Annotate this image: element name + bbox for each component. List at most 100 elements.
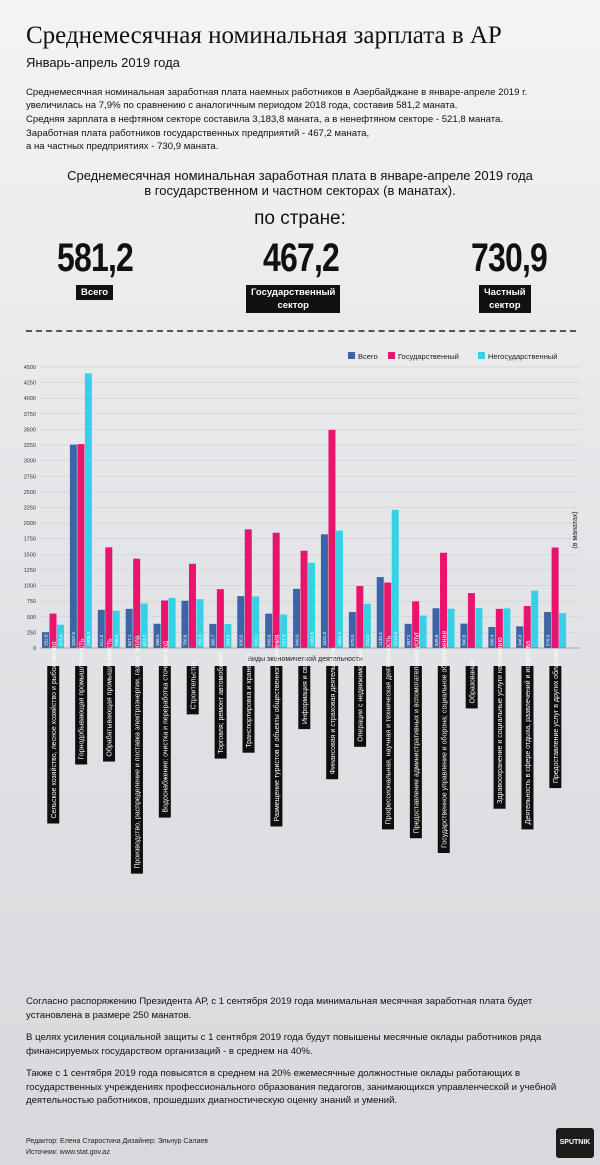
data-label: 1135.3 bbox=[378, 632, 383, 646]
credits: Редактор: Елена Старостина Дизайнер: Эль… bbox=[26, 1136, 208, 1158]
bar bbox=[181, 600, 189, 648]
summary-title: Среднемесячная номинальная заработная пл… bbox=[0, 168, 600, 198]
bar bbox=[363, 603, 371, 648]
legend-label: Государственный bbox=[398, 352, 459, 361]
sputnik-logo: SPUTNIK bbox=[556, 1128, 594, 1158]
state-label-line1: Государственный bbox=[251, 287, 336, 298]
bar bbox=[335, 530, 343, 648]
x-tick-label: Здравоохранение и социальные услуги насе… bbox=[497, 637, 504, 804]
x-tick-label: Производство, распределение и поставка э… bbox=[135, 635, 142, 868]
bar bbox=[188, 563, 196, 648]
private-label-line1: Частный bbox=[484, 287, 526, 298]
data-label: 1363.8 bbox=[309, 632, 314, 646]
data-label: 578.0 bbox=[350, 634, 355, 646]
x-tick-label: Обрабатывающая промышленность bbox=[106, 638, 114, 757]
state-label-line2: сектор bbox=[277, 300, 309, 311]
data-label: 2214.0 bbox=[393, 632, 398, 646]
x-tick-label: Размещение туристов и объекты общественн… bbox=[273, 634, 281, 821]
y-tick-label: 750 bbox=[27, 599, 36, 605]
data-label: 1821.0 bbox=[322, 632, 327, 646]
y-axis-label: (в манатах) bbox=[572, 511, 579, 548]
bar bbox=[209, 623, 217, 648]
y-tick-label: 3750 bbox=[24, 412, 36, 418]
category-box bbox=[326, 666, 339, 780]
bar bbox=[531, 590, 539, 648]
category-box bbox=[186, 666, 199, 715]
x-axis-title: Виды экономической деятельности bbox=[247, 655, 362, 663]
data-label: 596.5 bbox=[114, 634, 119, 646]
category-box bbox=[158, 666, 171, 818]
category-box bbox=[354, 666, 367, 747]
data-label: 627.1 bbox=[127, 634, 132, 646]
bar bbox=[503, 608, 511, 648]
y-tick-label: 2500 bbox=[24, 490, 36, 496]
data-label: 336.4 bbox=[490, 634, 495, 646]
total-value: 581,2 bbox=[56, 236, 134, 280]
bar bbox=[49, 613, 57, 648]
x-tick-label: Водоснабжение; очистка и переработка сто… bbox=[161, 641, 169, 813]
data-label: 388.5 bbox=[155, 634, 160, 646]
legend-swatch bbox=[478, 352, 485, 359]
x-tick-label: Предоставление услуг в других областях bbox=[552, 649, 560, 783]
data-label: 624.7 bbox=[142, 634, 147, 646]
bar bbox=[237, 596, 245, 648]
data-label: 3257.0 bbox=[71, 632, 76, 646]
bar bbox=[440, 552, 448, 648]
bar bbox=[404, 623, 412, 648]
private-label: Частный сектор bbox=[479, 285, 531, 313]
bar bbox=[559, 613, 567, 648]
x-tick-label: Государственное управление и оборона; со… bbox=[440, 631, 448, 848]
legend-swatch bbox=[388, 352, 395, 359]
bar bbox=[293, 588, 301, 648]
y-tick-label: 4500 bbox=[24, 365, 36, 371]
data-label: 346.9 bbox=[517, 634, 522, 646]
y-tick-label: 250 bbox=[27, 630, 36, 636]
data-label: 830.5 bbox=[239, 634, 244, 646]
bar bbox=[432, 608, 440, 648]
category-box bbox=[549, 666, 562, 789]
category-box bbox=[130, 666, 143, 874]
state-value: 467,2 bbox=[262, 236, 340, 280]
bar bbox=[84, 373, 92, 648]
private-label-line2: сектор bbox=[489, 300, 521, 311]
intro-paragraph: Среднемесячная номинальная заработная пл… bbox=[26, 87, 528, 111]
bar bbox=[544, 612, 552, 648]
bar bbox=[105, 547, 113, 648]
x-tick-label: Профессиональная, научная и техническая … bbox=[386, 635, 393, 824]
y-tick-label: 3000 bbox=[24, 459, 36, 465]
data-label: 387.2 bbox=[406, 634, 411, 646]
private-value: 730,9 bbox=[470, 236, 548, 280]
bar bbox=[153, 623, 161, 648]
bar bbox=[112, 610, 120, 648]
intro-paragraph: Средняя зарплата в нефтяном секторе сост… bbox=[26, 114, 504, 125]
bar bbox=[412, 601, 420, 648]
data-label: 782.3 bbox=[198, 634, 203, 646]
divider bbox=[26, 330, 576, 332]
data-label: 710.2 bbox=[365, 634, 370, 646]
data-label: 820.1 bbox=[254, 634, 259, 646]
bar bbox=[69, 444, 77, 648]
x-tick-label: Деятельность в сфере отдыха, развлечений… bbox=[524, 641, 532, 825]
y-tick-label: 1000 bbox=[24, 584, 36, 590]
x-tick-label: Горнодобывающая промышленность bbox=[78, 638, 86, 759]
bar bbox=[419, 615, 427, 648]
bar bbox=[467, 593, 475, 648]
y-tick-label: 2750 bbox=[24, 474, 36, 480]
bar bbox=[447, 608, 455, 648]
data-label: 611.0 bbox=[99, 634, 104, 646]
footer-paragraph: Согласно распоряжению Президента АР, с 1… bbox=[26, 996, 533, 1021]
bar bbox=[356, 585, 364, 648]
summary-title-line2: в государственном и частном секторах (в … bbox=[144, 183, 456, 198]
footer-paragraph: Также с 1 сентября 2019 года повысятся в… bbox=[26, 1068, 557, 1106]
footer-paragraph: В целях усиления социальной защиты с 1 с… bbox=[26, 1032, 542, 1057]
legend-label: Негосударственный bbox=[488, 352, 557, 361]
bar bbox=[168, 597, 176, 648]
x-tick-label: Операции с недвижимостью bbox=[358, 649, 365, 741]
category-box bbox=[242, 666, 255, 753]
y-tick-label: 0 bbox=[33, 646, 36, 652]
data-label: 1405.2 bbox=[86, 632, 91, 646]
y-tick-label: 500 bbox=[27, 615, 36, 621]
credits-editor: Редактор: Елена Старостина Дизайнер: Эль… bbox=[26, 1138, 209, 1145]
bar bbox=[495, 608, 503, 648]
bar bbox=[475, 608, 483, 648]
